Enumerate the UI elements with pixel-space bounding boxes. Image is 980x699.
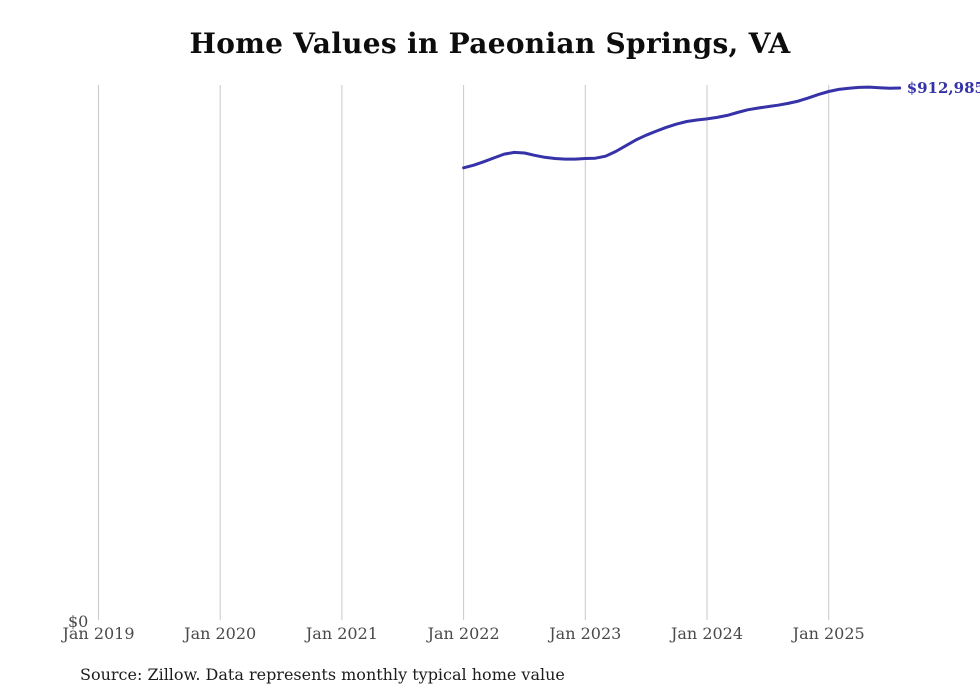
page-title: Home Values in Paeonian Springs, VA: [189, 27, 791, 60]
x-axis-labels: Jan 2019 Jan 2020 Jan 2021 Jan 2022 Jan 2023…: [0, 624, 980, 648]
y-axis-zero-label: $0: [68, 612, 89, 631]
source-note: Source: Zillow. Data represents monthly …: [80, 665, 565, 684]
x-tick-label: Jan 2023: [549, 624, 622, 643]
x-tick-label: Jan 2024: [670, 624, 744, 643]
value-line: [462, 85, 902, 170]
x-tick-label: Jan 2020: [184, 624, 257, 643]
x-tick-label: Jan 2021: [305, 624, 378, 643]
x-tick-label: Jan 2025: [792, 624, 865, 643]
x-tick-label: Jan 2019: [62, 624, 135, 643]
end-value-label: $912,985: [906, 79, 980, 97]
x-tick-label: Jan 2022: [427, 624, 500, 643]
